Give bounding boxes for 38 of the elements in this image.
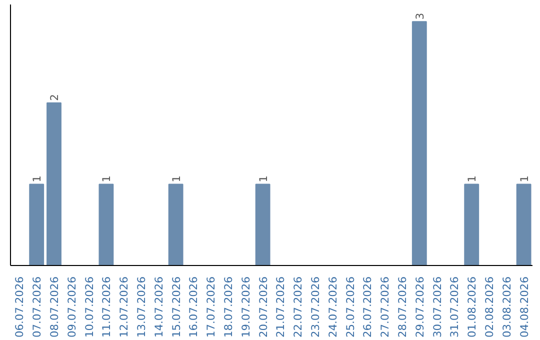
x-tick-label: 20.07.2026 [256,276,270,338]
data-label: 1 [518,175,531,182]
x-tick-label: 14.07.2026 [152,276,166,338]
x-tick-label: 15.07.2026 [170,276,183,338]
data-label: 1 [170,175,183,182]
x-tick-label: 28.07.2026 [396,276,409,338]
x-tick-label: 07.07.2026 [30,276,44,338]
x-tick-label: 19.07.2026 [239,276,252,338]
x-tick-label: 02.08.2026 [483,276,496,338]
x-tick-label: 23.07.2026 [309,276,322,338]
x-tick-label: 09.07.2026 [65,276,78,338]
x-tick-label: 06.07.2026 [13,276,26,338]
x-tick-label: 13.07.2026 [135,276,148,338]
x-tick-label: 10.07.2026 [82,276,96,338]
x-tick-label: 03.08.2026 [500,276,514,338]
x-tick-label: 27.07.2026 [378,276,392,338]
x-tick-label: 08.07.2026 [48,276,61,338]
x-tick-label: 25.07.2026 [344,276,357,338]
data-label: 1 [30,175,44,182]
x-tick-label: 21.07.2026 [274,276,288,338]
x-tick-label: 16.07.2026 [187,276,200,338]
x-tick-label: 29.07.2026 [413,276,426,338]
x-tick-label: 24.07.2026 [326,276,340,338]
data-label: 1 [256,175,270,182]
data-label: 1 [100,175,114,182]
x-tick-label: 18.07.2026 [222,276,235,338]
x-tick-label: 31.07.2026 [448,276,462,338]
data-label: 2 [48,94,61,101]
x-tick-label: 22.07.2026 [292,276,305,338]
x-tick-label: 26.07.2026 [361,276,374,338]
data-label: 1 [466,175,479,182]
x-tick-label: 17.07.2026 [204,276,218,338]
x-tick-label: 01.08.2026 [466,276,479,338]
x-tick-label: 12.07.2026 [118,276,131,338]
x-tick-label: 30.07.2026 [430,276,444,338]
data-label: 3 [413,12,426,20]
x-tick-label: 04.08.2026 [518,276,531,338]
x-tick-label: 11.07.2026 [100,276,114,338]
